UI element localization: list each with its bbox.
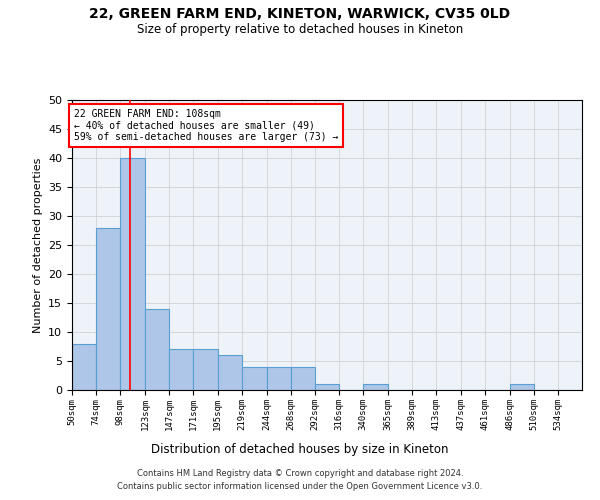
- Bar: [291, 367, 315, 390]
- Y-axis label: Number of detached properties: Number of detached properties: [32, 158, 43, 332]
- Bar: [510, 384, 534, 390]
- Bar: [315, 384, 339, 390]
- Bar: [242, 367, 267, 390]
- Bar: [267, 367, 291, 390]
- Bar: [72, 344, 96, 390]
- Bar: [363, 384, 388, 390]
- Bar: [169, 350, 193, 390]
- Text: Contains public sector information licensed under the Open Government Licence v3: Contains public sector information licen…: [118, 482, 482, 491]
- Bar: [145, 309, 169, 390]
- Bar: [96, 228, 120, 390]
- Bar: [193, 350, 218, 390]
- Bar: [120, 158, 145, 390]
- Text: 22 GREEN FARM END: 108sqm
← 40% of detached houses are smaller (49)
59% of semi-: 22 GREEN FARM END: 108sqm ← 40% of detac…: [74, 108, 338, 142]
- Text: Size of property relative to detached houses in Kineton: Size of property relative to detached ho…: [137, 22, 463, 36]
- Bar: [218, 355, 242, 390]
- Text: Contains HM Land Registry data © Crown copyright and database right 2024.: Contains HM Land Registry data © Crown c…: [137, 468, 463, 477]
- Text: Distribution of detached houses by size in Kineton: Distribution of detached houses by size …: [151, 442, 449, 456]
- Text: 22, GREEN FARM END, KINETON, WARWICK, CV35 0LD: 22, GREEN FARM END, KINETON, WARWICK, CV…: [89, 8, 511, 22]
